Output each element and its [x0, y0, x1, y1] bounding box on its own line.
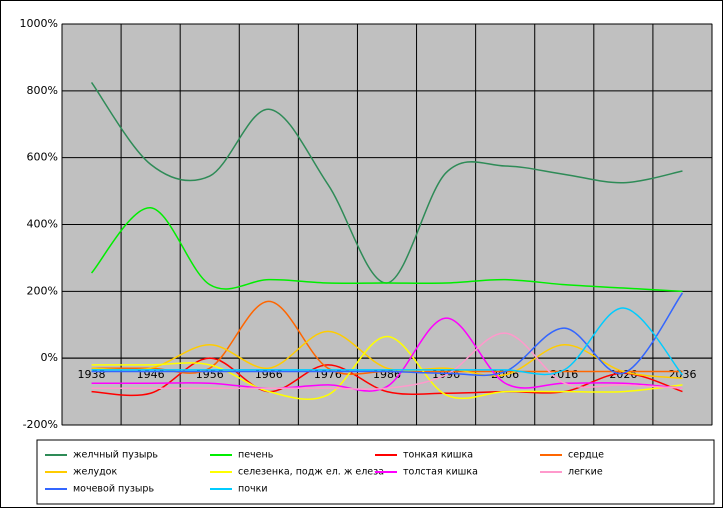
legend-label: сердце: [568, 450, 604, 461]
series-line: [91, 292, 684, 377]
series-line: [91, 317, 683, 392]
series-line: [90, 207, 683, 293]
legend-items: желчный пузырь печень тонкая кишка сердце же…: [45, 450, 604, 495]
series-line: [90, 82, 683, 284]
legend-label: желчный пузырь: [73, 450, 158, 461]
series-line: [91, 300, 683, 375]
series-line: [91, 307, 684, 376]
y-tick-label: 400%: [27, 218, 58, 231]
legend-label: селезенка, подж ел. ж елеза: [238, 467, 384, 478]
legend-label: толстая кишка: [403, 467, 478, 478]
legend-label: мочевой пузырь: [73, 484, 154, 495]
series-line: [91, 330, 683, 379]
legend-label: печень: [238, 450, 274, 461]
legend-label: желудок: [73, 467, 117, 478]
y-tick-label: 0%: [41, 351, 58, 364]
series-line: [91, 332, 683, 390]
series-line: [91, 335, 683, 400]
legend-label: почки: [238, 484, 268, 495]
y-tick-label: 800%: [27, 84, 58, 97]
y-tick-label: -200%: [23, 418, 58, 431]
legend-label: тонкая кишка: [403, 450, 473, 461]
y-tick-label: 200%: [27, 284, 58, 297]
y-tick-label: 1000%: [20, 17, 58, 30]
y-tick-label: 600%: [27, 151, 58, 164]
legend-label: легкие: [568, 467, 603, 478]
